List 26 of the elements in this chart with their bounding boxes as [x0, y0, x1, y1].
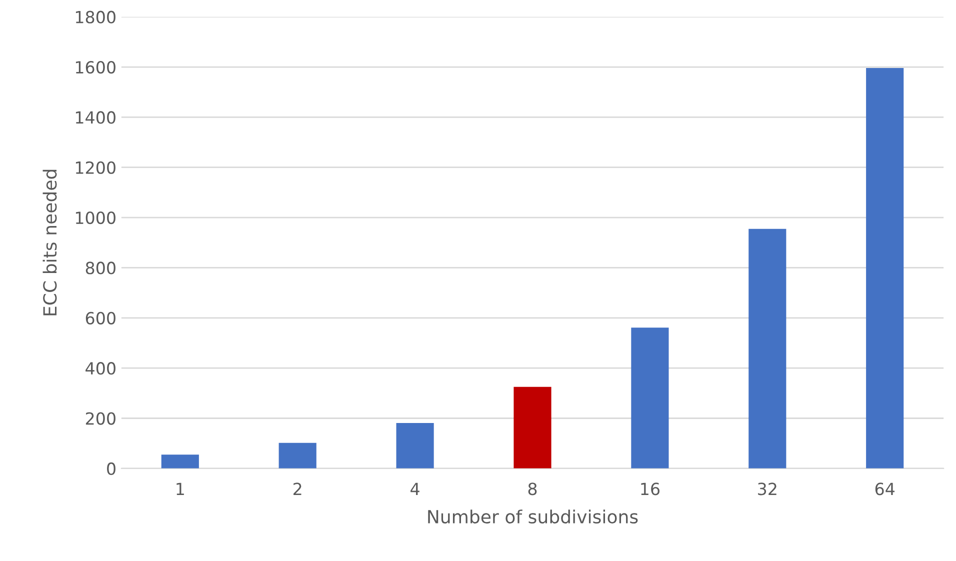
- x-tick-label: 2: [294, 482, 302, 495]
- y-tick-label: 1200: [76, 161, 116, 174]
- y-axis-title: ECC bits needed: [42, 170, 57, 316]
- x-tick-label: 32: [758, 482, 776, 496]
- y-tick-label: 1800: [76, 10, 116, 24]
- bar: [866, 68, 904, 468]
- y-tick-label: 0: [107, 462, 116, 476]
- bar: [161, 454, 199, 468]
- y-tick-label: 600: [86, 312, 116, 324]
- bar: [748, 228, 786, 468]
- bar: [514, 386, 552, 468]
- y-tick-label: 1600: [76, 60, 116, 74]
- y-tick-label: 800: [86, 262, 116, 274]
- y-tick-label: 1400: [76, 111, 116, 124]
- x-axis-title: Number of subdivisions: [428, 510, 638, 524]
- bar: [631, 328, 669, 468]
- x-tick-label: 4: [410, 482, 420, 495]
- y-tick-label: 1000: [76, 212, 116, 224]
- x-tick-label: 1: [176, 482, 184, 495]
- bar: [278, 442, 316, 468]
- x-tick-label: 16: [641, 482, 660, 496]
- x-tick-label: 8: [528, 482, 537, 496]
- x-tick-label: 64: [875, 482, 895, 496]
- y-tick-label: 400: [86, 362, 116, 375]
- bar: [396, 423, 434, 468]
- y-tick-label: 200: [86, 412, 116, 425]
